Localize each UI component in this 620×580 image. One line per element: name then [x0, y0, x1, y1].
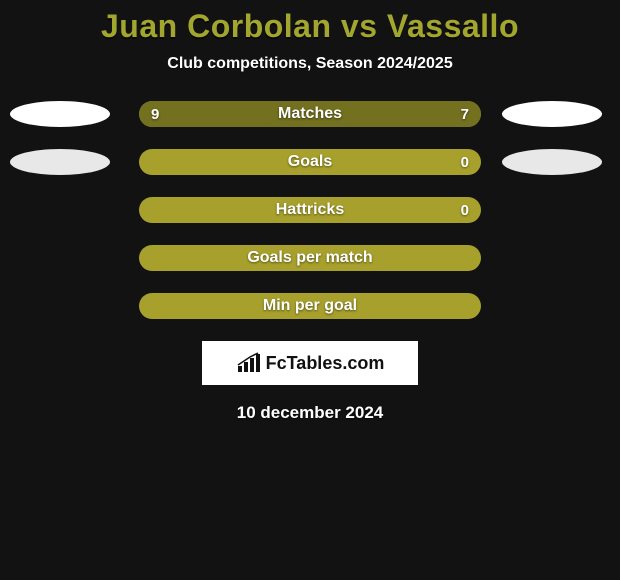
logo-text: FcTables.com [266, 353, 385, 374]
bars-icon [236, 352, 262, 374]
page-title: Juan Corbolan vs Vassallo [0, 8, 620, 45]
stat-bar: Goals0 [139, 149, 481, 175]
player-marker-right [502, 149, 602, 175]
subtitle: Club competitions, Season 2024/2025 [0, 55, 620, 73]
stat-row: Goals per match [0, 245, 620, 271]
stat-bar: 9Matches7 [139, 101, 481, 127]
stat-bar: Goals per match [139, 245, 481, 271]
stat-label: Goals [139, 153, 481, 171]
stat-row: Min per goal [0, 293, 620, 319]
stat-label: Matches [139, 105, 481, 123]
stat-label: Goals per match [139, 249, 481, 267]
logo-box: FcTables.com [202, 341, 418, 385]
date-label: 10 december 2024 [0, 403, 620, 423]
player-marker-left [10, 101, 110, 127]
stat-row: Goals0 [0, 149, 620, 175]
stat-rows: 9Matches7Goals0Hattricks0Goals per match… [0, 101, 620, 319]
stat-row: Hattricks0 [0, 197, 620, 223]
stat-value-right: 7 [461, 106, 469, 123]
stat-bar: Hattricks0 [139, 197, 481, 223]
logo: FcTables.com [236, 352, 385, 374]
stat-bar: Min per goal [139, 293, 481, 319]
player-marker-left [10, 149, 110, 175]
stat-label: Hattricks [139, 201, 481, 219]
stat-row: 9Matches7 [0, 101, 620, 127]
stat-value-right: 0 [461, 154, 469, 171]
stat-label: Min per goal [139, 297, 481, 315]
stat-value-right: 0 [461, 202, 469, 219]
player-marker-right [502, 101, 602, 127]
comparison-infographic: Juan Corbolan vs Vassallo Club competiti… [0, 0, 620, 423]
